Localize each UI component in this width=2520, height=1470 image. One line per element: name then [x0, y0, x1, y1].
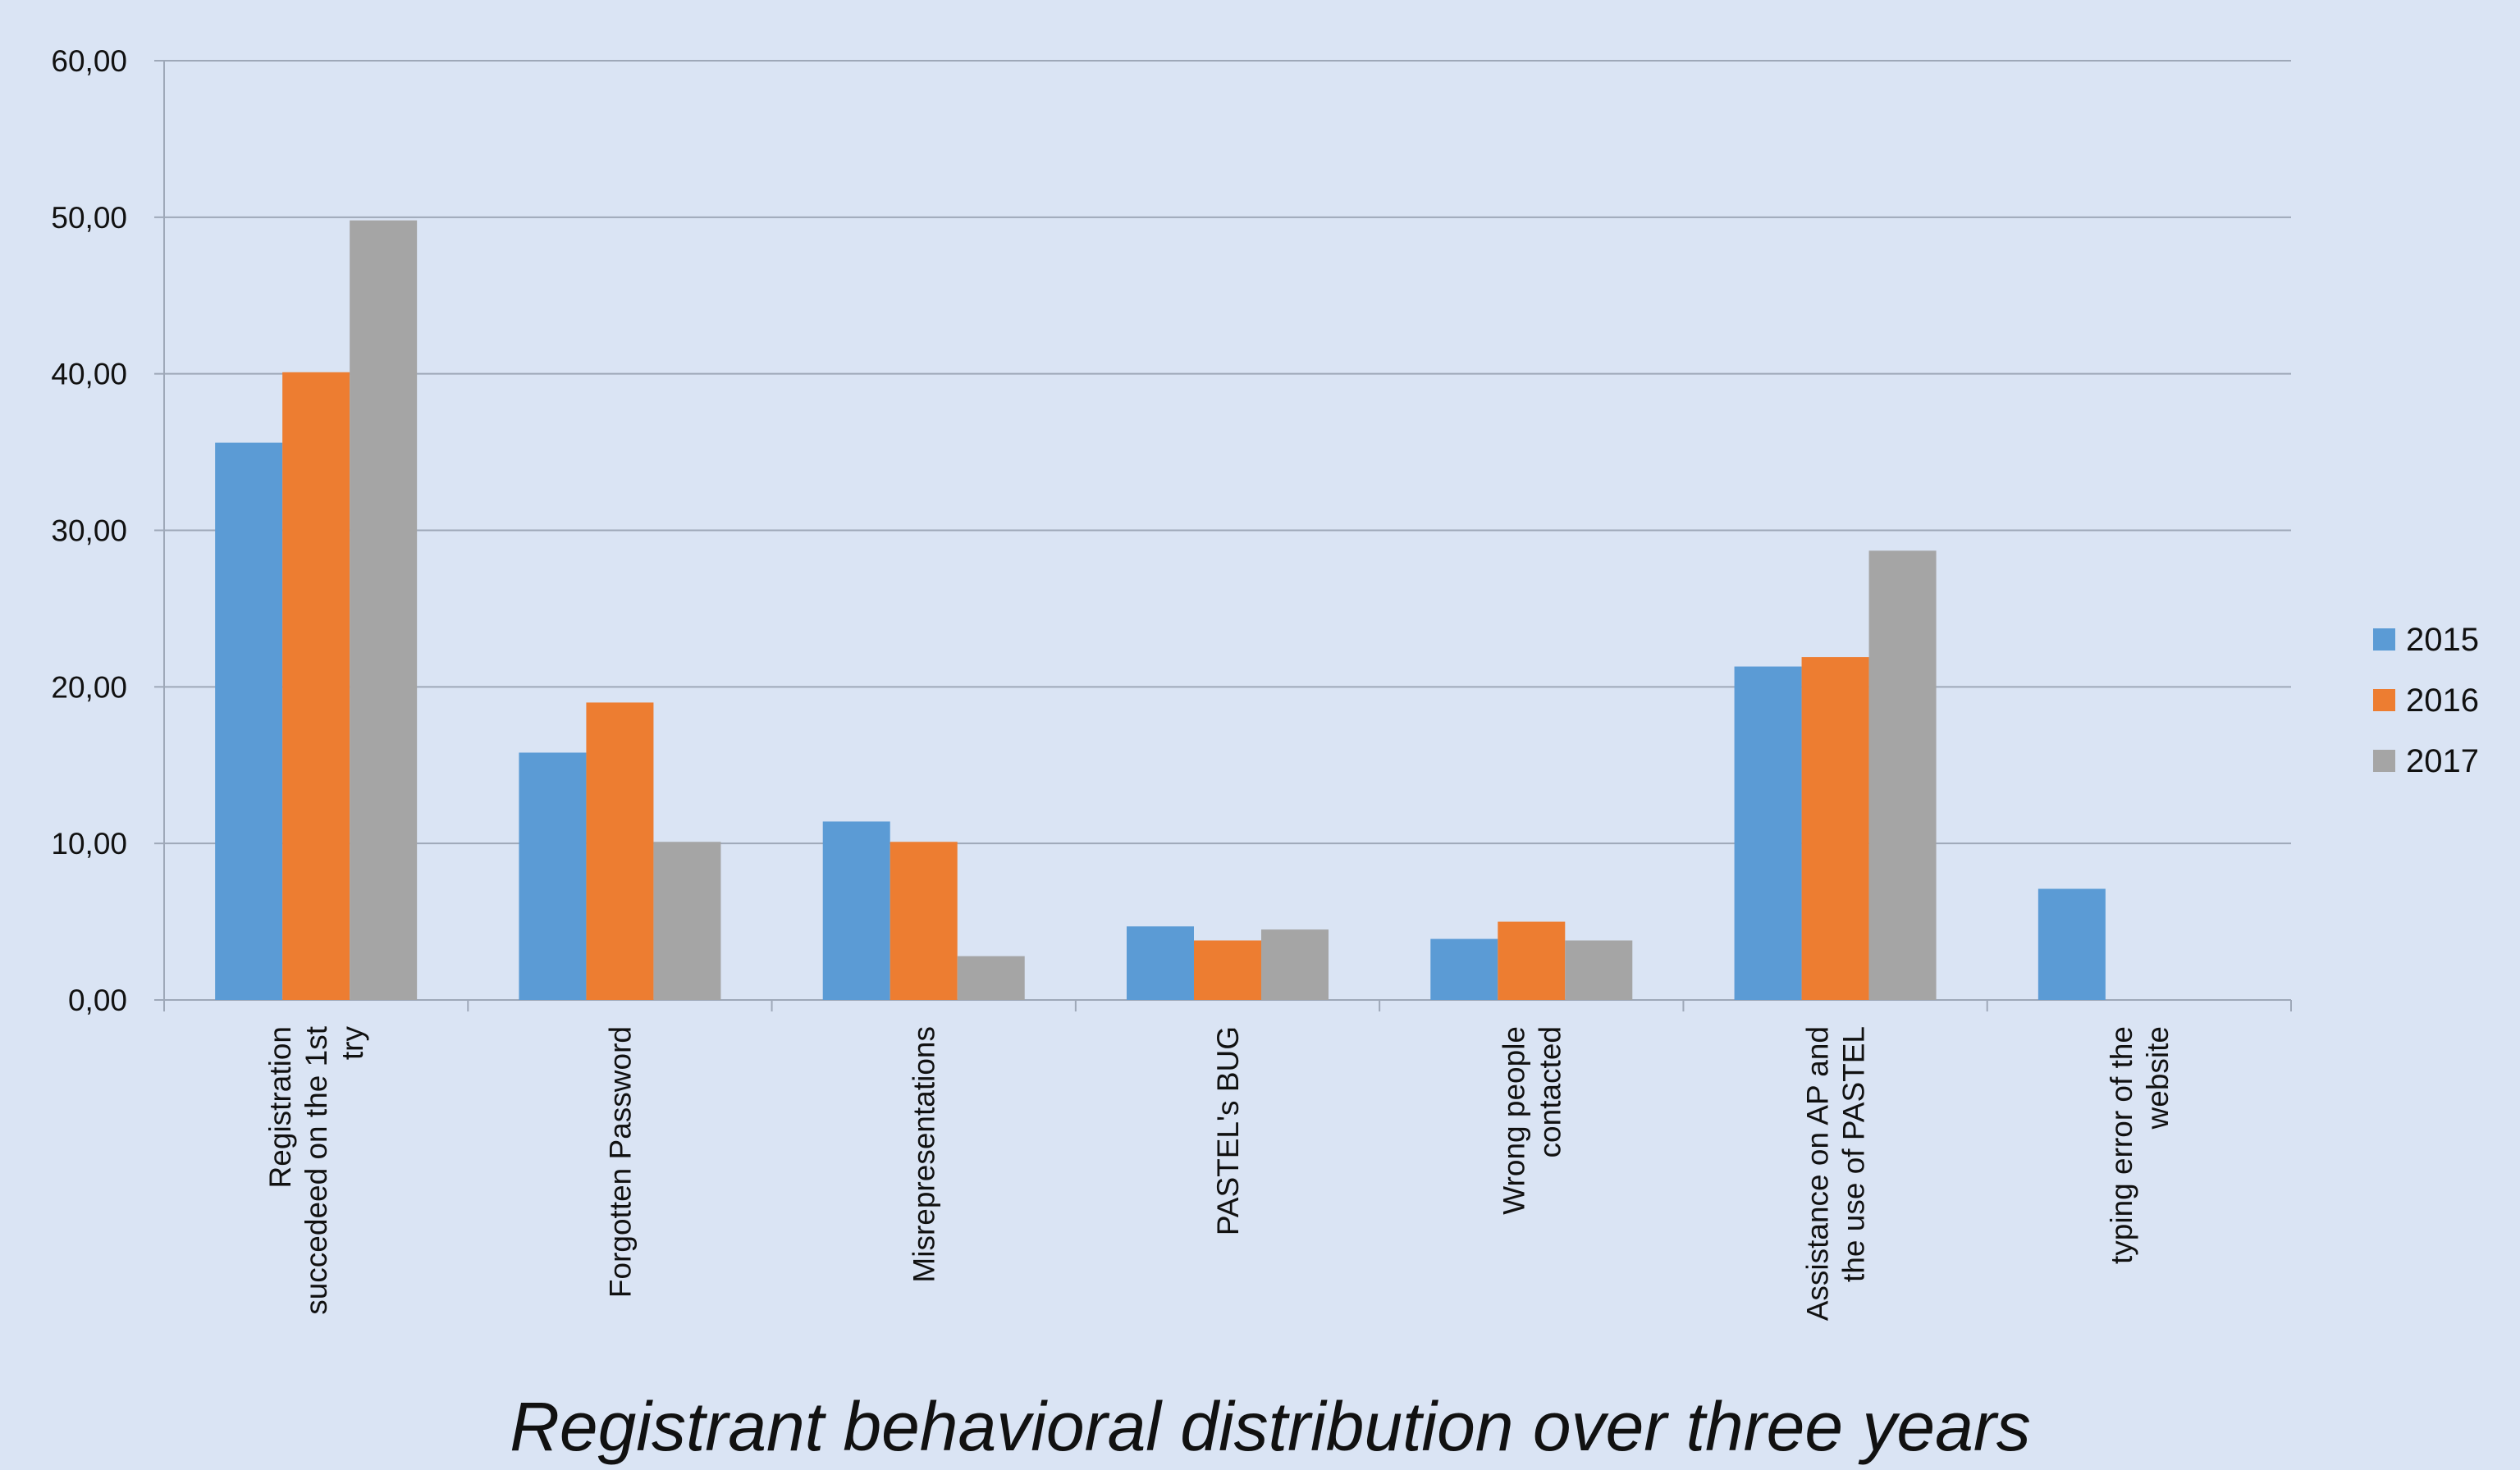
bar-2017-cat-4 — [1565, 940, 1633, 1000]
y-tick-label: 10,00 — [51, 827, 127, 861]
bar-2016-cat-5 — [1801, 657, 1869, 1000]
legend-swatch-2017 — [2373, 750, 2395, 772]
y-tick-label: 0,00 — [68, 984, 127, 1017]
bar-2017-cat-1 — [653, 842, 721, 1000]
x-category-label: Misrepresentations — [908, 1026, 941, 1283]
y-tick-label: 20,00 — [51, 670, 127, 704]
bar-2015-cat-2 — [822, 821, 890, 1000]
x-category-label: succedeed on the 1st — [300, 1025, 333, 1314]
chart-title: Registrant behavioral distribution over … — [510, 1388, 2031, 1465]
legend: 2015 2016 2017 — [2373, 622, 2479, 779]
legend-swatch-2016 — [2373, 689, 2395, 711]
bar-2017-cat-3 — [1261, 929, 1329, 1000]
x-category-label: the use of PASTEL — [1837, 1026, 1871, 1282]
x-category-label: typing error of the — [2105, 1026, 2138, 1264]
x-category-label: Wrong people — [1497, 1026, 1530, 1215]
bar-2017-cat-0 — [350, 220, 418, 1000]
bar-2015-cat-4 — [1430, 938, 1498, 1000]
y-tick-label: 50,00 — [51, 201, 127, 235]
bar-2015-cat-3 — [1127, 926, 1194, 1000]
x-axis-category-labels: Registration succedeed on the 1st try Forgo… — [263, 1025, 2175, 1321]
bar-2017-cat-5 — [1868, 550, 1937, 1000]
x-category-label: Forgotten Password — [603, 1026, 637, 1298]
bar-2016-cat-2 — [890, 842, 958, 1000]
x-category-label: Assistance on AP and — [1801, 1026, 1835, 1321]
bar-2016-cat-4 — [1498, 921, 1566, 1000]
axes — [154, 60, 2292, 1011]
y-axis-ticks: 0,00 10,00 20,00 30,00 40,00 50,00 60,00 — [51, 44, 127, 1017]
legend-label-2017: 2017 — [2406, 743, 2479, 779]
x-category-label: PASTEL's BUG — [1211, 1026, 1245, 1235]
y-tick-label: 30,00 — [51, 514, 127, 548]
legend-label-2016: 2016 — [2406, 682, 2479, 719]
y-tick-label: 60,00 — [51, 44, 127, 78]
bars — [215, 220, 2106, 1001]
bar-2015-cat-1 — [519, 752, 587, 1000]
bar-2016-cat-3 — [1194, 940, 1261, 1000]
x-category-label: Registration — [263, 1026, 297, 1188]
bar-2016-cat-1 — [586, 702, 654, 1000]
bar-2017-cat-2 — [957, 956, 1025, 1000]
bar-2016-cat-0 — [282, 372, 350, 1001]
x-category-label: contacted — [1533, 1026, 1566, 1157]
x-category-label: website — [2141, 1026, 2175, 1130]
gridlines — [164, 60, 2291, 845]
legend-label-2015: 2015 — [2406, 622, 2479, 658]
bar-2015-cat-0 — [215, 442, 283, 1000]
legend-swatch-2015 — [2373, 628, 2395, 651]
y-tick-label: 40,00 — [51, 358, 127, 391]
x-category-label: try — [336, 1026, 369, 1061]
bar-2015-cat-5 — [1734, 666, 1802, 1000]
bar-2015-cat-6 — [2037, 888, 2106, 1000]
